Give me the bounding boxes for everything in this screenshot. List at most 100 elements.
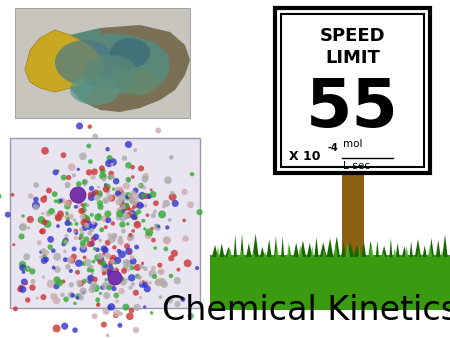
Circle shape: [70, 293, 75, 298]
Circle shape: [53, 324, 61, 333]
Circle shape: [82, 214, 86, 218]
Circle shape: [134, 221, 141, 228]
Circle shape: [61, 242, 66, 246]
Circle shape: [72, 328, 78, 333]
Circle shape: [94, 214, 102, 221]
Circle shape: [118, 250, 126, 258]
Circle shape: [110, 272, 115, 277]
Circle shape: [130, 198, 135, 204]
Circle shape: [51, 248, 56, 253]
Circle shape: [114, 262, 117, 265]
Circle shape: [124, 215, 128, 219]
Circle shape: [141, 219, 145, 223]
Circle shape: [47, 236, 54, 243]
Circle shape: [43, 250, 49, 255]
Circle shape: [25, 297, 31, 303]
Circle shape: [5, 212, 11, 218]
Circle shape: [56, 199, 62, 204]
Circle shape: [50, 293, 57, 300]
Text: 55: 55: [306, 75, 399, 141]
Circle shape: [100, 168, 106, 174]
Circle shape: [127, 178, 131, 183]
Ellipse shape: [110, 38, 150, 68]
Circle shape: [73, 218, 76, 222]
Circle shape: [61, 280, 65, 284]
Circle shape: [110, 259, 115, 264]
Circle shape: [74, 231, 78, 235]
Circle shape: [79, 228, 83, 232]
Circle shape: [76, 280, 82, 286]
Circle shape: [119, 236, 122, 239]
Circle shape: [65, 220, 71, 226]
Polygon shape: [300, 240, 306, 257]
Circle shape: [131, 207, 135, 210]
Circle shape: [122, 265, 128, 271]
Circle shape: [19, 261, 26, 268]
Circle shape: [158, 295, 162, 299]
Circle shape: [81, 207, 86, 213]
Polygon shape: [288, 245, 291, 257]
Polygon shape: [252, 251, 255, 257]
Polygon shape: [402, 246, 407, 257]
Circle shape: [117, 207, 122, 212]
Circle shape: [95, 297, 100, 302]
Polygon shape: [436, 240, 441, 257]
Circle shape: [150, 311, 153, 315]
Circle shape: [114, 257, 121, 264]
Circle shape: [82, 204, 86, 208]
Circle shape: [133, 148, 137, 152]
Circle shape: [115, 190, 121, 196]
Polygon shape: [307, 243, 313, 257]
Circle shape: [82, 179, 88, 185]
Circle shape: [78, 295, 84, 300]
Circle shape: [18, 285, 23, 290]
Circle shape: [48, 244, 53, 250]
Circle shape: [133, 214, 139, 220]
Circle shape: [122, 259, 130, 266]
Circle shape: [104, 252, 111, 259]
Polygon shape: [381, 246, 387, 257]
Circle shape: [83, 180, 88, 185]
Circle shape: [72, 246, 76, 251]
Circle shape: [28, 193, 33, 199]
Circle shape: [81, 209, 84, 213]
Polygon shape: [334, 242, 338, 257]
Circle shape: [95, 247, 100, 252]
Circle shape: [102, 177, 106, 182]
Circle shape: [75, 270, 80, 275]
Circle shape: [155, 279, 162, 286]
Circle shape: [92, 313, 98, 319]
Circle shape: [106, 283, 112, 289]
Circle shape: [33, 182, 39, 188]
Circle shape: [97, 256, 104, 263]
Circle shape: [88, 159, 93, 164]
Circle shape: [112, 188, 115, 191]
Bar: [281, 14, 424, 167]
Circle shape: [141, 193, 146, 198]
Circle shape: [98, 259, 104, 265]
Circle shape: [116, 198, 122, 206]
Circle shape: [41, 257, 48, 264]
Circle shape: [23, 267, 27, 270]
Polygon shape: [442, 235, 448, 257]
Circle shape: [118, 240, 123, 245]
Polygon shape: [354, 244, 360, 257]
Circle shape: [197, 209, 203, 215]
Circle shape: [67, 257, 74, 264]
Circle shape: [134, 245, 139, 249]
Circle shape: [151, 266, 156, 271]
Circle shape: [27, 216, 34, 223]
Circle shape: [101, 263, 108, 270]
Polygon shape: [311, 246, 314, 257]
Circle shape: [147, 193, 152, 198]
Circle shape: [182, 236, 189, 242]
Polygon shape: [240, 234, 244, 257]
Circle shape: [117, 323, 122, 328]
Text: mol: mol: [343, 139, 363, 149]
Circle shape: [127, 235, 133, 241]
Circle shape: [32, 201, 40, 209]
Circle shape: [107, 269, 112, 274]
Circle shape: [75, 293, 81, 299]
Circle shape: [90, 272, 94, 275]
Circle shape: [83, 215, 90, 221]
